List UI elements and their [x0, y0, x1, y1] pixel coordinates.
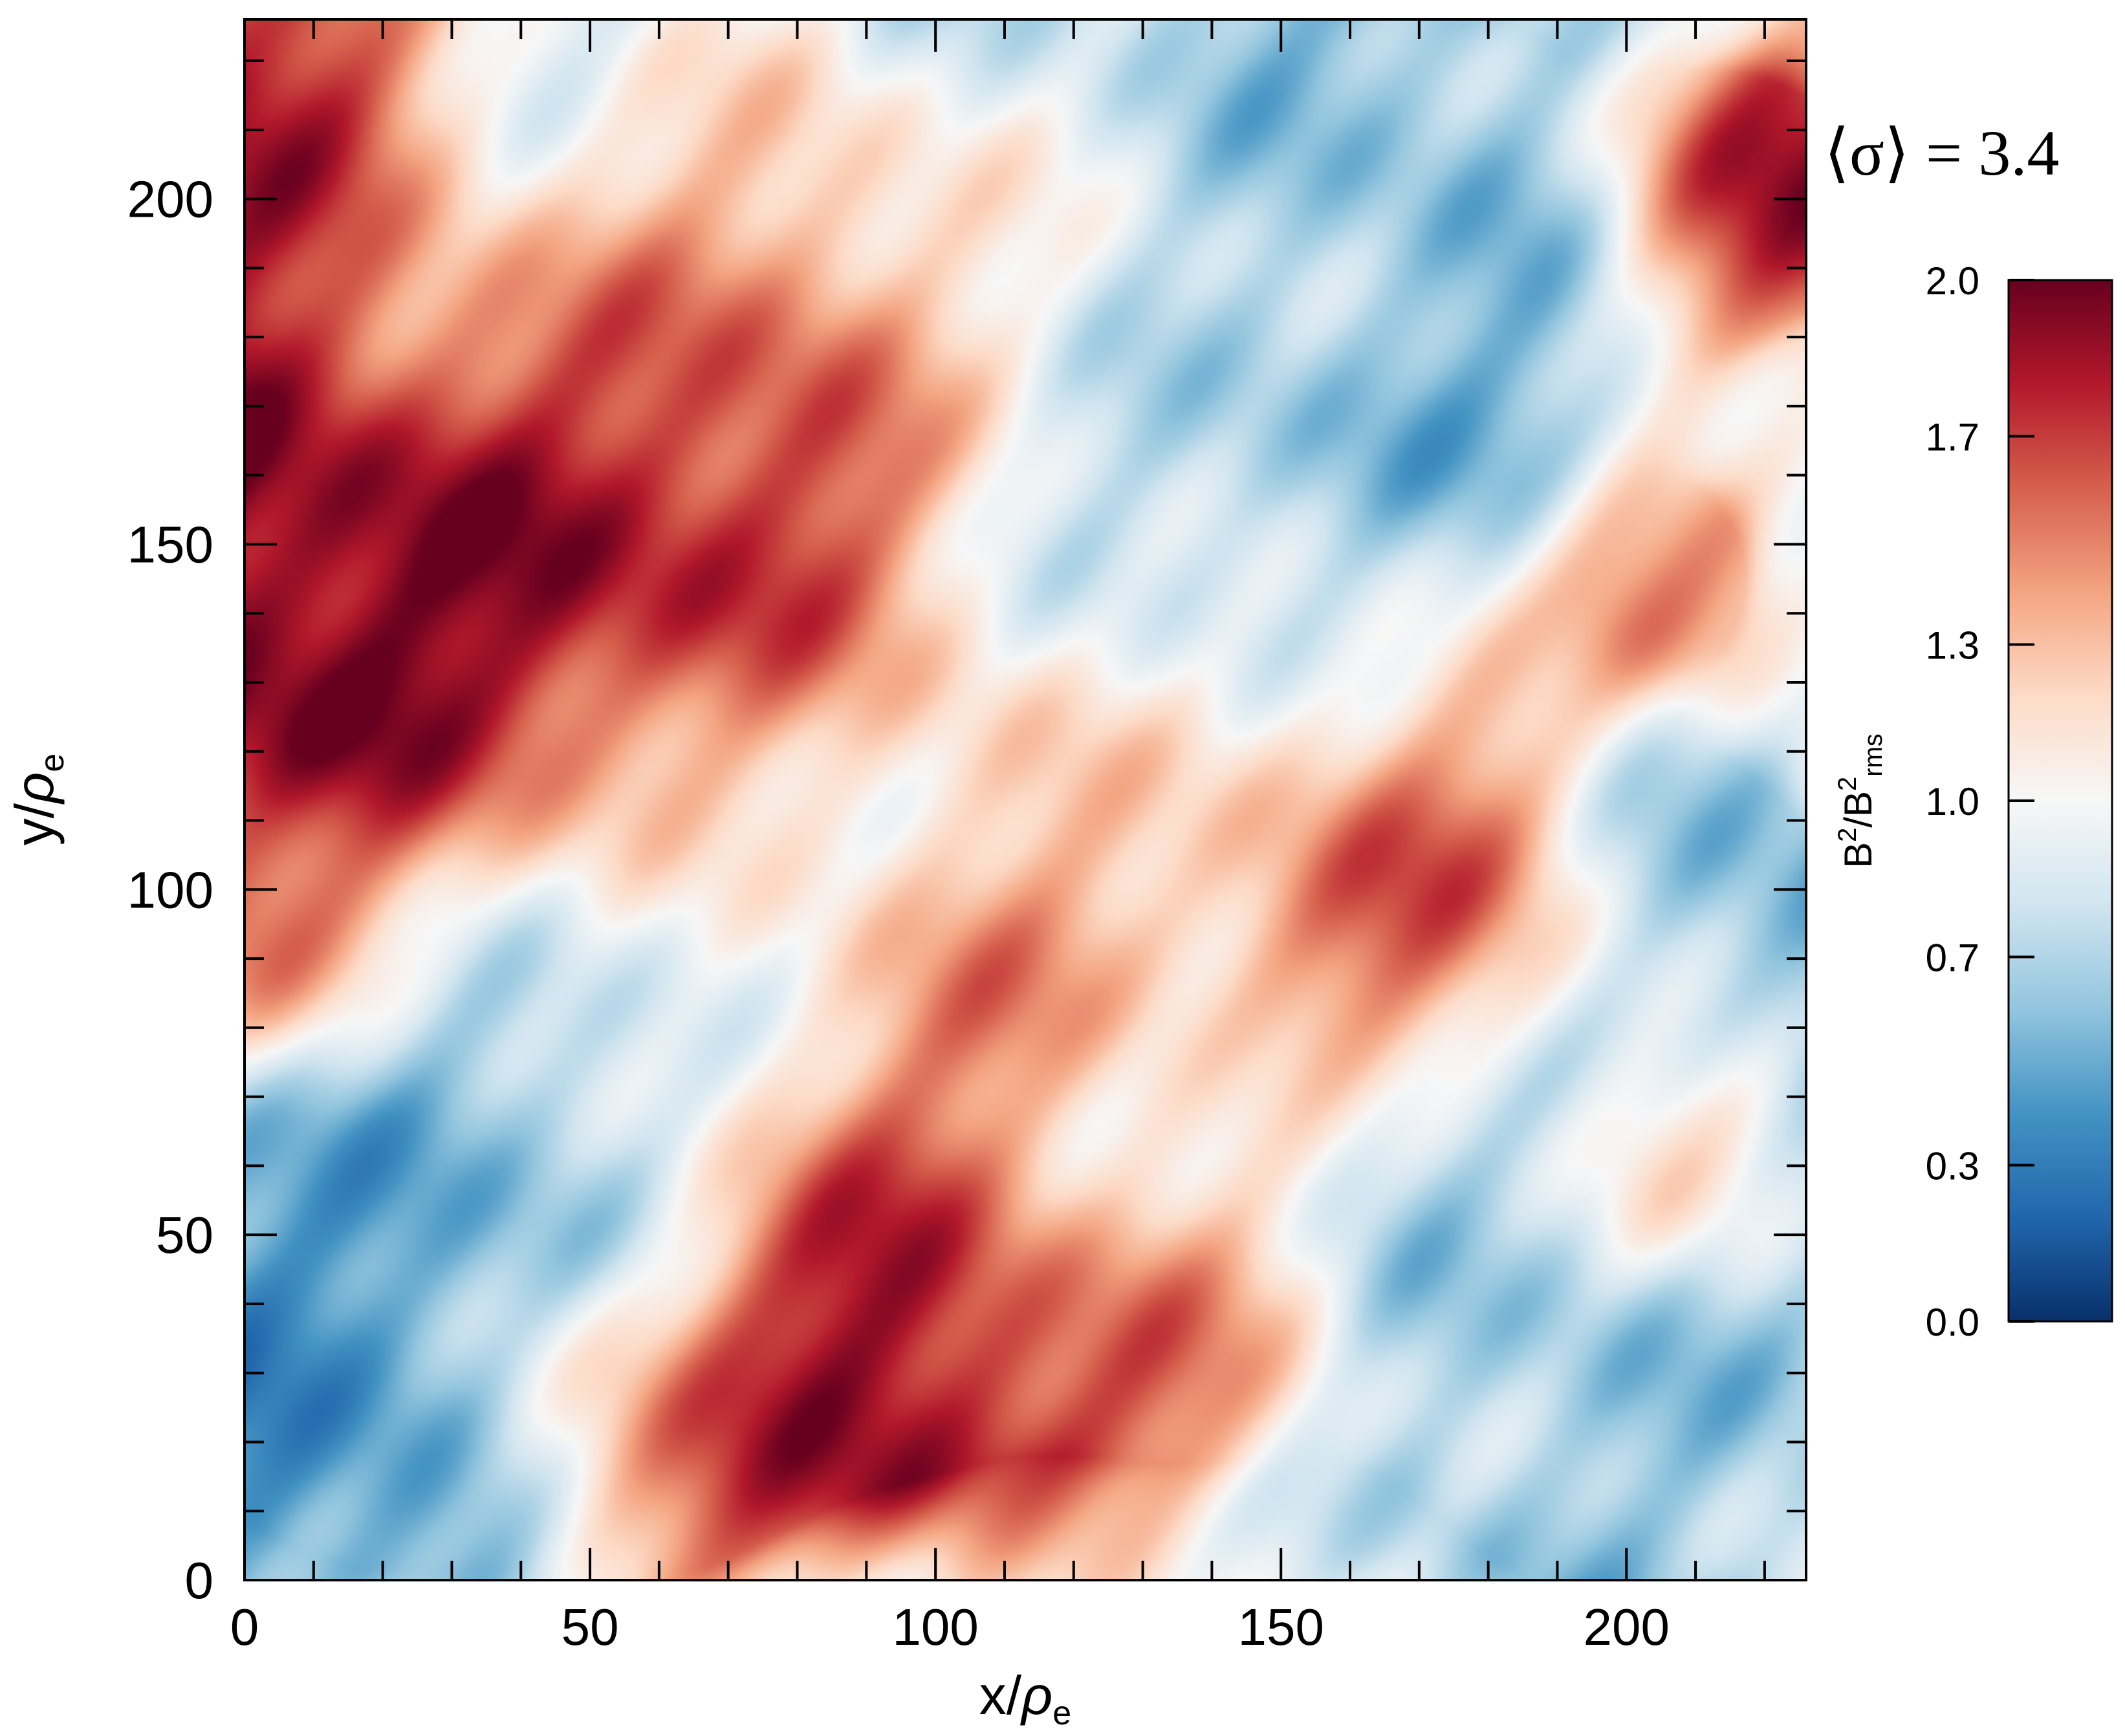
y-tick-label: 0: [185, 1552, 214, 1609]
x-tick-label: 0: [230, 1598, 259, 1656]
y-axis-tick-labels: 0 50 100 150 200: [127, 171, 213, 1609]
x-axis-label: x/ρe: [979, 1665, 1071, 1732]
x-tick-label: 100: [892, 1598, 978, 1656]
colorbar-tick-label: 1.3: [1926, 624, 1979, 667]
colorbar-tick-label: 0.7: [1926, 937, 1979, 980]
y-tick-label: 150: [127, 515, 213, 573]
y-axis-ticks: [245, 60, 1806, 1581]
mean-sigma-annotation: ⟨σ⟩ = 3.4: [1824, 117, 2059, 189]
x-tick-label: 200: [1584, 1598, 1670, 1656]
x-axis-tick-labels: 0 50 100 150 200: [230, 1598, 1670, 1656]
colorbar-tick-label: 2.0: [1926, 259, 1979, 303]
x-tick-label: 150: [1237, 1598, 1324, 1656]
colorbar-tick-label: 1.0: [1926, 780, 1979, 823]
x-axis-ticks: [243, 19, 1766, 1580]
y-tick-label: 100: [127, 861, 213, 918]
colorbar-label: B2/B2rms: [1833, 733, 1888, 868]
colorbar-tick-label: 0.0: [1926, 1301, 1979, 1344]
heatmap-field: [245, 19, 1806, 1580]
plot-frame: [243, 18, 1807, 1581]
heatmap-image: [245, 19, 1806, 1580]
y-axis-label: y/ρe: [4, 754, 71, 845]
colorbar-tick-label: 0.3: [1926, 1145, 1979, 1188]
colorbar-tick-label: 1.7: [1926, 416, 1979, 459]
colorbar-ticks: [2009, 279, 2034, 1323]
y-tick-label: 200: [127, 171, 213, 228]
colorbar-tick-labels: 0.0 0.3 0.7 1.0 1.3 1.7 2.0: [1926, 259, 1979, 1344]
y-tick-label: 50: [156, 1206, 213, 1264]
x-tick-label: 50: [561, 1598, 619, 1656]
